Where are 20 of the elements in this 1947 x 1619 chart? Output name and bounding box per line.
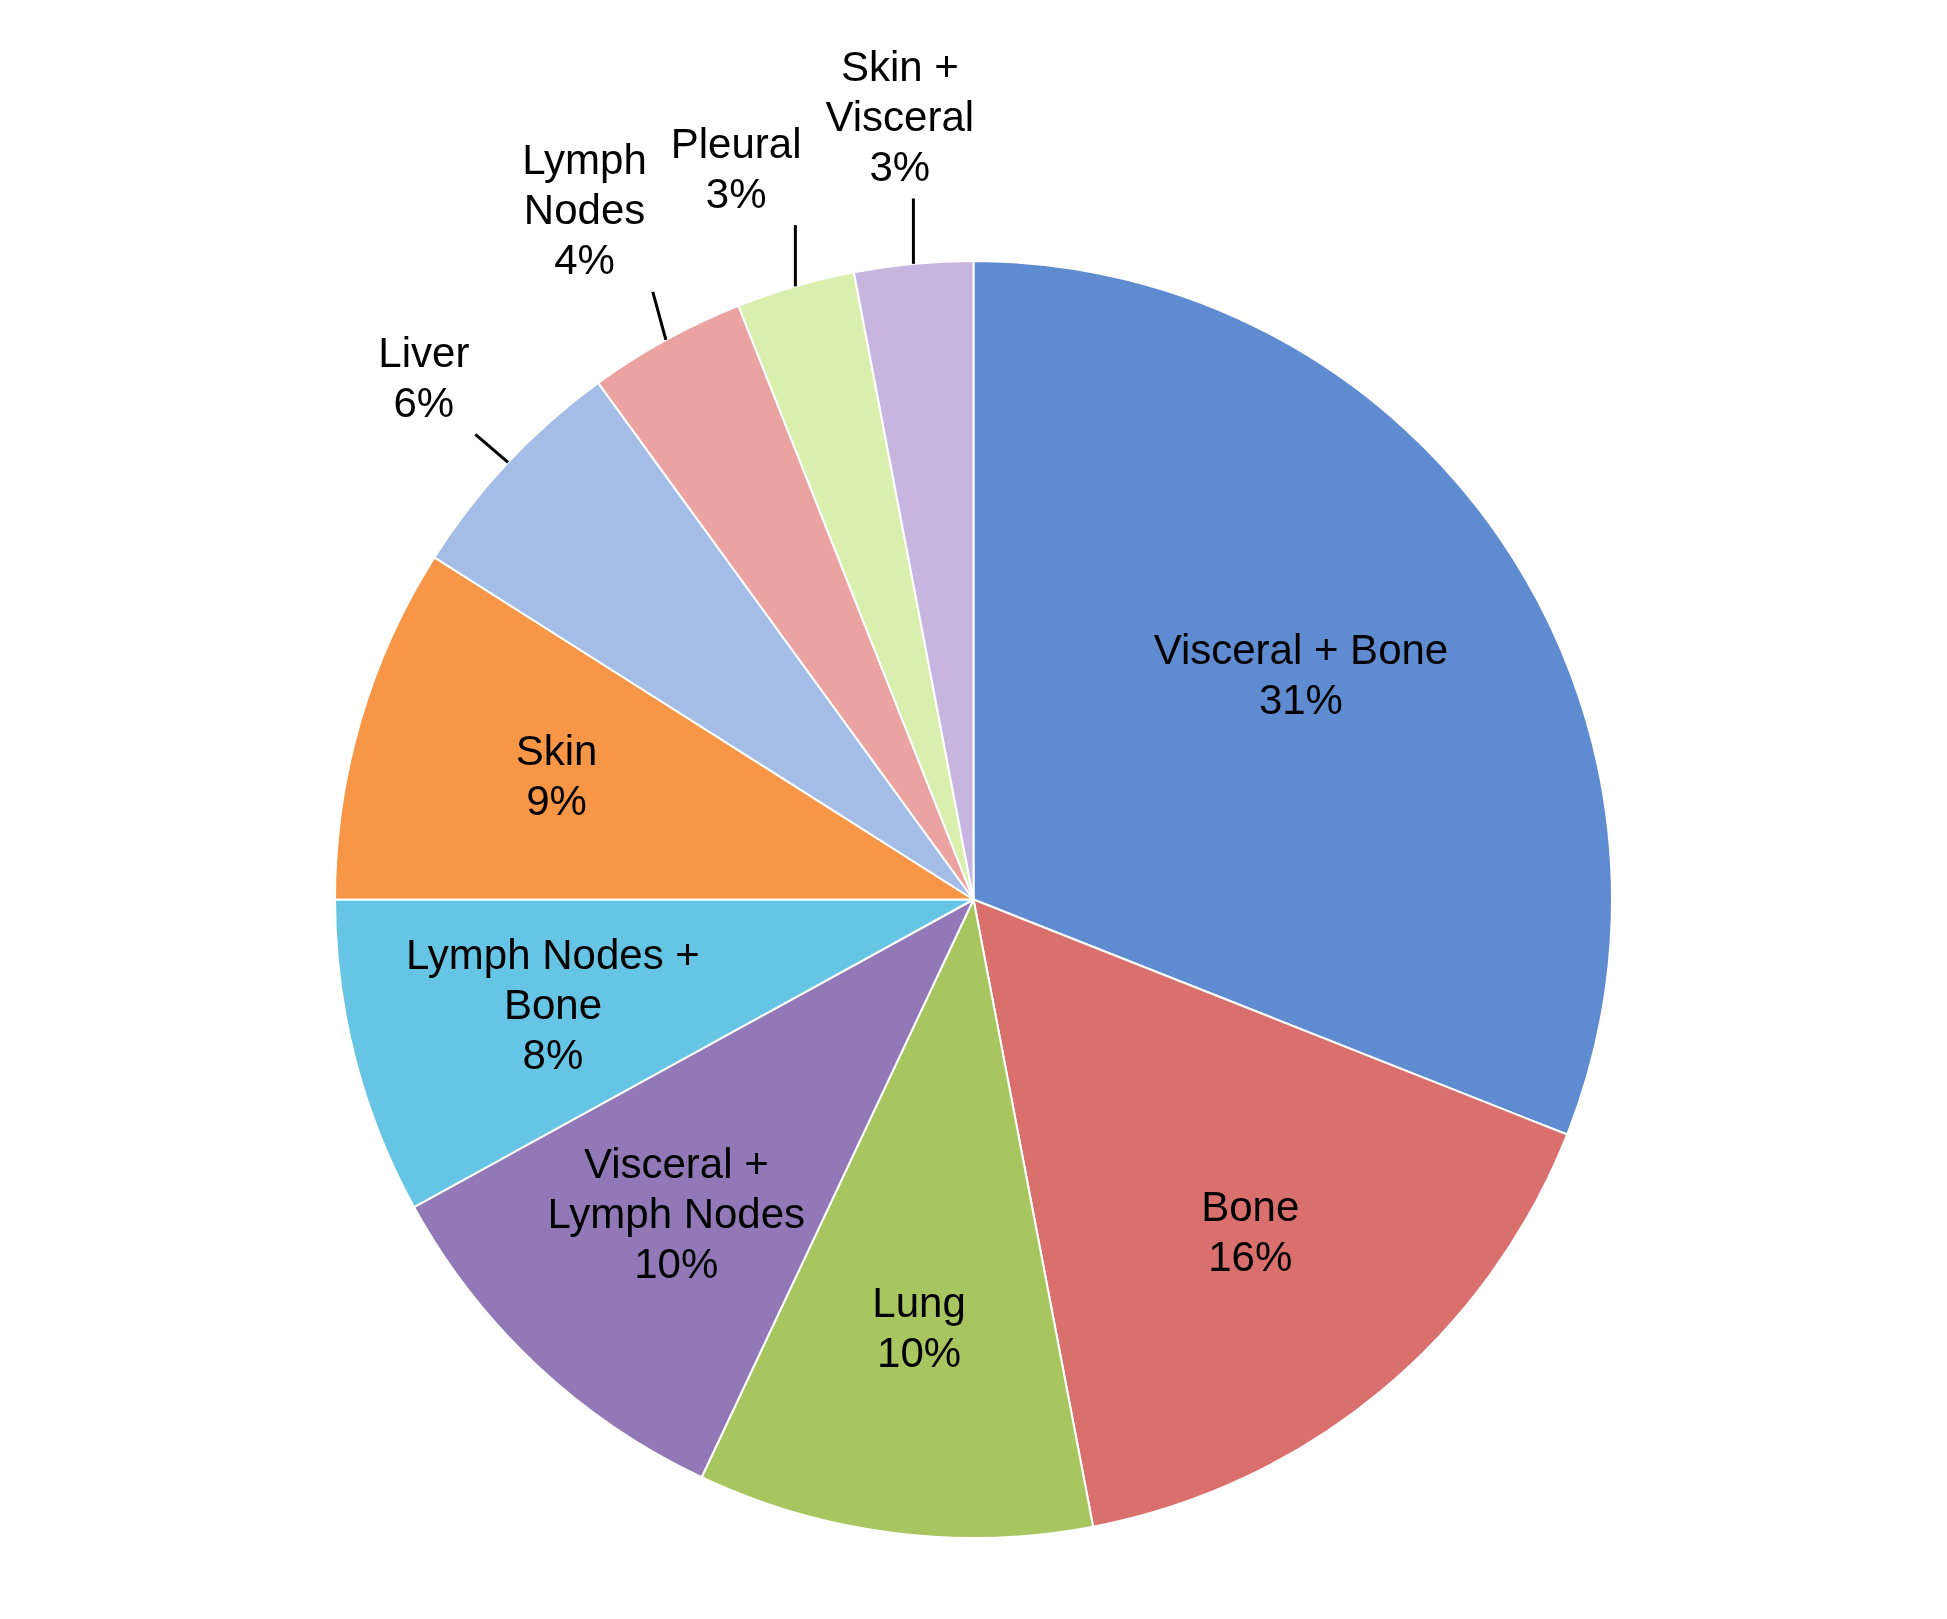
slice-label: Skin <box>515 726 598 774</box>
data-label: 16% <box>1208 1232 1293 1280</box>
data-label: 10% <box>634 1239 719 1287</box>
data-label: 9% <box>526 776 587 824</box>
data-label: 10% <box>877 1328 962 1376</box>
slice-label: Lung <box>872 1278 966 1326</box>
slice-label: Bone <box>1201 1182 1300 1230</box>
data-label: 4% <box>554 236 615 284</box>
data-label: 31% <box>1258 675 1343 723</box>
slice-label: Pleural <box>670 119 802 167</box>
slice-label: Lymph Nodes <box>522 136 647 234</box>
data-label: 3% <box>705 169 767 217</box>
slice-label: Lymph Nodes + Bone <box>406 931 700 1029</box>
data-label: 6% <box>393 378 455 426</box>
slice-label: Skin + Visceral <box>825 43 975 141</box>
slice-label: Liver <box>378 328 470 376</box>
slice-label: Visceral + Bone <box>1153 625 1449 673</box>
data-label: 8% <box>522 1031 584 1079</box>
data-label: 3% <box>869 143 931 191</box>
slice-label: Visceral + Lymph Nodes <box>547 1139 806 1237</box>
